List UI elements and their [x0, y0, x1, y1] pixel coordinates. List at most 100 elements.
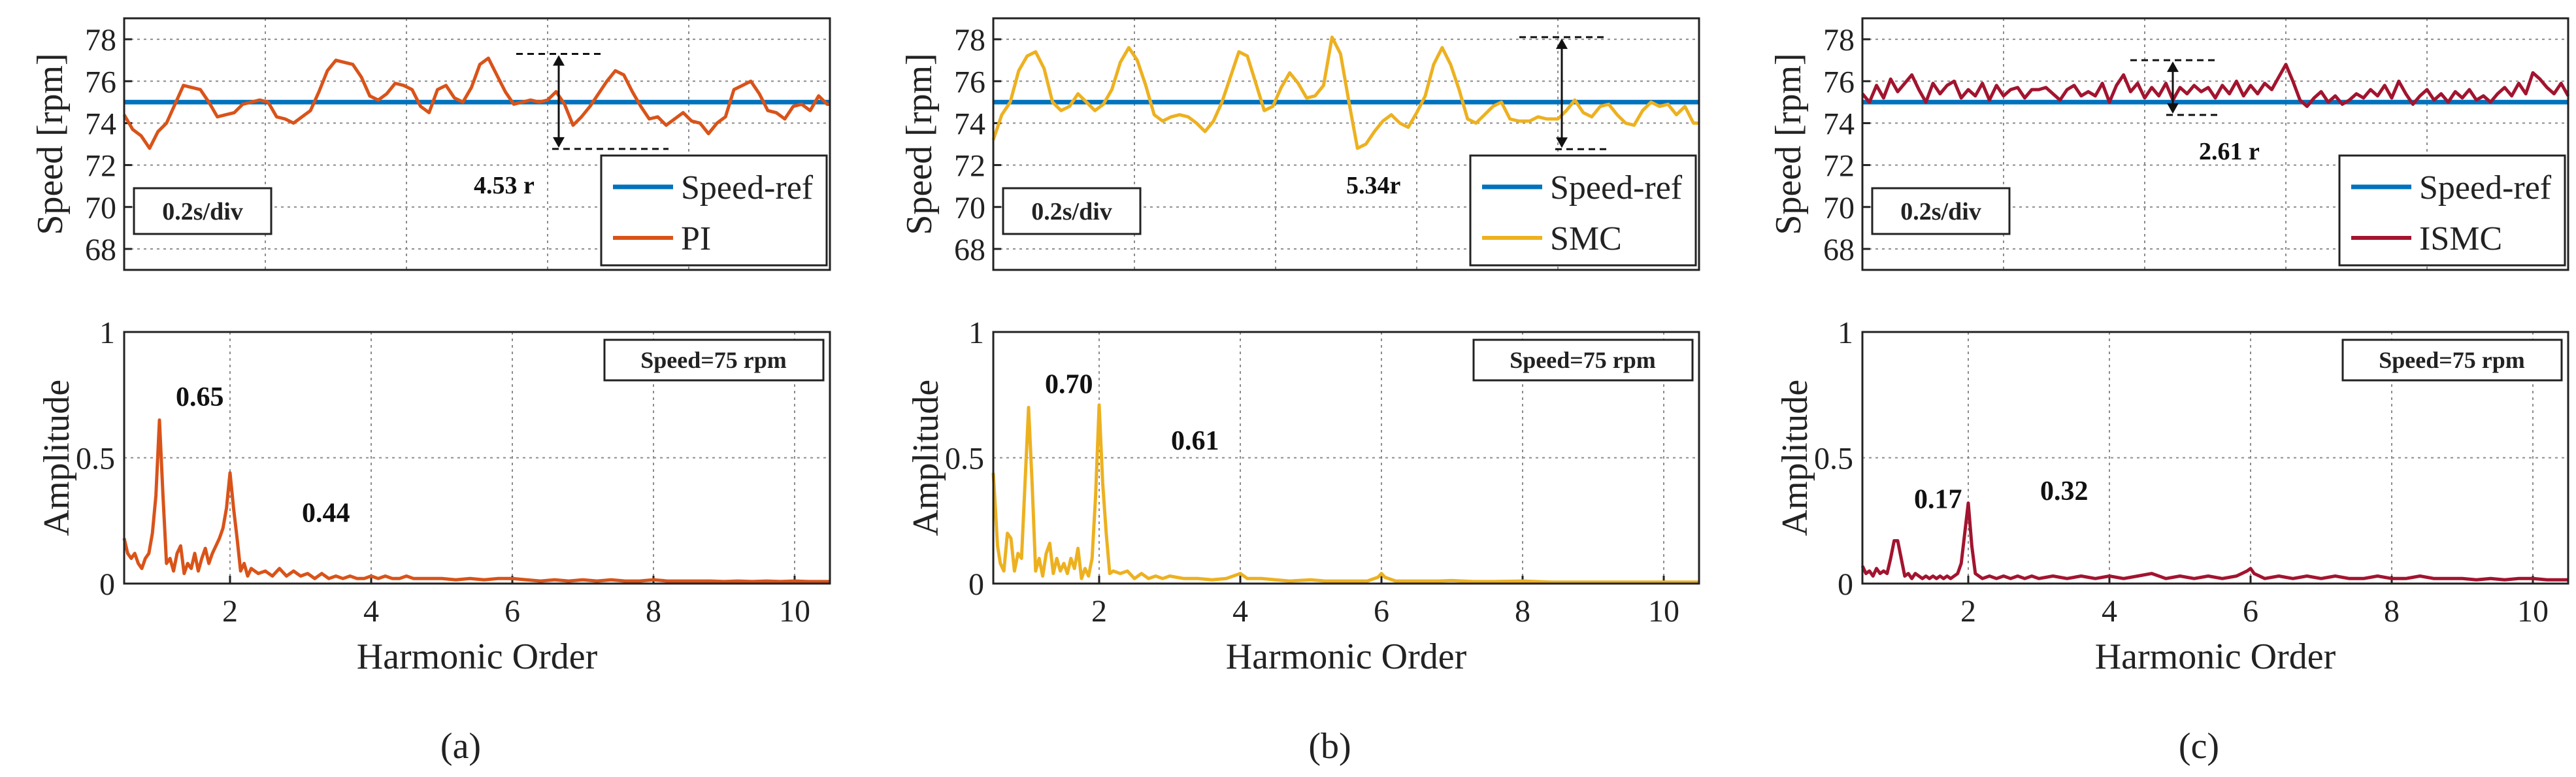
- plot-frame: [123, 17, 831, 271]
- x-tick-label: 2: [222, 594, 238, 629]
- y-axis-label: Speed [rpm]: [30, 53, 71, 235]
- x-tick-label: 10: [779, 594, 810, 629]
- legend-entry-ismc: ISMC: [2419, 220, 2502, 257]
- spectrum-line-pi: [122, 418, 830, 584]
- x-tick-label: 6: [2243, 594, 2258, 629]
- y-tick-label: 1: [1838, 316, 1853, 350]
- time-div-label: 0.2s/div: [1900, 198, 1981, 225]
- plot-frame: [123, 331, 831, 585]
- time-div-label: 0.2s/div: [162, 198, 243, 225]
- x-tick-label: 6: [504, 594, 520, 629]
- x-tick-label: 8: [2384, 594, 2400, 629]
- y-axis-label: Amplitude: [1775, 380, 1815, 537]
- x-tick-label: 8: [646, 594, 661, 629]
- info-box: [603, 339, 825, 382]
- y-tick-label: 78: [85, 23, 116, 58]
- y-tick-label: 76: [1823, 65, 1855, 99]
- annotation-arrowhead-up: [1556, 38, 1568, 49]
- info-label: Speed=75 rpm: [2379, 347, 2525, 373]
- x-tick-label: 4: [1232, 594, 1248, 629]
- peak-label: 0.17: [1914, 485, 1962, 515]
- spectrum-line-smc: [991, 403, 1699, 584]
- info-label: Speed=75 rpm: [1510, 347, 1656, 373]
- x-axis-label: Harmonic Order: [1226, 636, 1467, 677]
- panel-caption: (a): [440, 726, 481, 767]
- annotation-arrowhead-up: [553, 55, 565, 66]
- y-tick-label: 68: [85, 233, 116, 267]
- info-box: [2341, 339, 2563, 382]
- x-tick-label: 6: [1374, 594, 1389, 629]
- panel-caption: (c): [2179, 726, 2219, 767]
- x-axis-label: Harmonic Order: [2095, 636, 2336, 677]
- y-axis-label: Amplitude: [37, 380, 77, 537]
- peak-label: 0.65: [176, 382, 224, 412]
- legend: [600, 154, 828, 267]
- x-tick-label: 2: [1091, 594, 1107, 629]
- legend-entry-smc: SMC: [1550, 220, 1622, 257]
- y-tick-label: 0: [1838, 567, 1853, 602]
- y-tick-label: 78: [954, 23, 985, 58]
- y-tick-label: 70: [85, 191, 116, 225]
- y-tick-label: 1: [968, 316, 984, 350]
- panel-caption: (b): [1308, 726, 1351, 767]
- annotation-arrowhead-up: [2167, 61, 2179, 73]
- plot-frame: [992, 17, 1700, 271]
- x-tick-label: 8: [1515, 594, 1530, 629]
- peak-label: 0.61: [1171, 426, 1219, 456]
- legend-entry-speedref: Speed-ref: [1550, 169, 1683, 207]
- annotation-label: 5.34r: [1346, 172, 1401, 199]
- y-tick-label: 70: [954, 191, 985, 225]
- spectrum-line-ismc: [1860, 501, 2568, 582]
- y-tick-label: 70: [1823, 191, 1855, 225]
- annotation-arrowhead-down: [553, 137, 565, 148]
- legend: [2338, 154, 2566, 267]
- y-tick-label: 74: [85, 107, 116, 141]
- peak-label: 0.70: [1045, 370, 1093, 400]
- y-tick-label: 68: [954, 233, 985, 267]
- annotation-arrowhead-down: [1556, 137, 1568, 148]
- legend: [1469, 154, 1697, 267]
- spectrum-chart-c: 2 4 6 8 10 0 0.5 1 Speed=75 rpm 0.17 0.32 Harmonic …: [1775, 316, 2569, 767]
- time-div-box: [133, 187, 272, 235]
- y-tick-label: 76: [954, 65, 985, 99]
- y-tick-label: 72: [954, 149, 985, 184]
- y-tick-label: 72: [1823, 149, 1855, 184]
- y-tick-label: 74: [954, 107, 985, 141]
- series-line-pi: [122, 56, 830, 150]
- speed-chart-b: 68 70 72 74 76 78 Speed [rpm] 0.2s/div Speed-ref…: [899, 17, 1700, 271]
- plot-frame: [992, 331, 1700, 585]
- y-tick-label: 68: [1823, 233, 1855, 267]
- y-tick-label: 0: [99, 567, 115, 602]
- y-tick-label: 78: [1823, 23, 1855, 58]
- spectrum-chart-b: 2 4 6 8 10 0 0.5 1 Speed=75 rpm 0.70 0.61 Harmonic …: [906, 316, 1700, 767]
- plot-frame: [1861, 331, 2569, 585]
- time-div-label: 0.2s/div: [1031, 198, 1112, 225]
- y-tick-label: 74: [1823, 107, 1855, 141]
- y-tick-label: 76: [85, 65, 116, 99]
- y-axis-label: Speed [rpm]: [899, 53, 940, 235]
- legend-entry-speedref: Speed-ref: [681, 169, 814, 207]
- y-tick-label: 0: [968, 567, 984, 602]
- x-tick-label: 10: [1648, 594, 1679, 629]
- annotation-arrowhead-down: [2167, 103, 2179, 114]
- y-tick-label: 0.5: [945, 442, 984, 476]
- annotation-label: 4.53 r: [474, 172, 535, 199]
- speed-chart-c: 68 70 72 74 76 78 Speed [rpm] 0.2s/div Speed-ref…: [1768, 17, 2570, 271]
- legend-entry-pi: PI: [681, 220, 711, 257]
- y-axis-label: Speed [rpm]: [1768, 53, 1809, 235]
- plot-frame: [1861, 17, 2569, 271]
- speed-chart-a: 68 70 72 74 76 78 Speed [rpm] 0.2s/div Speed-ref…: [30, 17, 831, 271]
- peak-label: 0.44: [302, 499, 350, 529]
- spectrum-chart-a: 2 4 6 8 10 0 0.5 1 Speed=75 rpm 0.65 0.44 Harmonic …: [37, 316, 831, 767]
- x-tick-label: 4: [363, 594, 379, 629]
- info-box: [1472, 339, 1694, 382]
- y-tick-label: 0.5: [1814, 442, 1853, 476]
- series-line-ismc: [1861, 63, 2570, 108]
- x-tick-label: 10: [2517, 594, 2549, 629]
- peak-label: 0.32: [2040, 476, 2089, 506]
- series-line-smc: [991, 35, 1699, 150]
- info-label: Speed=75 rpm: [640, 347, 787, 373]
- y-tick-label: 72: [85, 149, 116, 184]
- x-axis-label: Harmonic Order: [357, 636, 598, 677]
